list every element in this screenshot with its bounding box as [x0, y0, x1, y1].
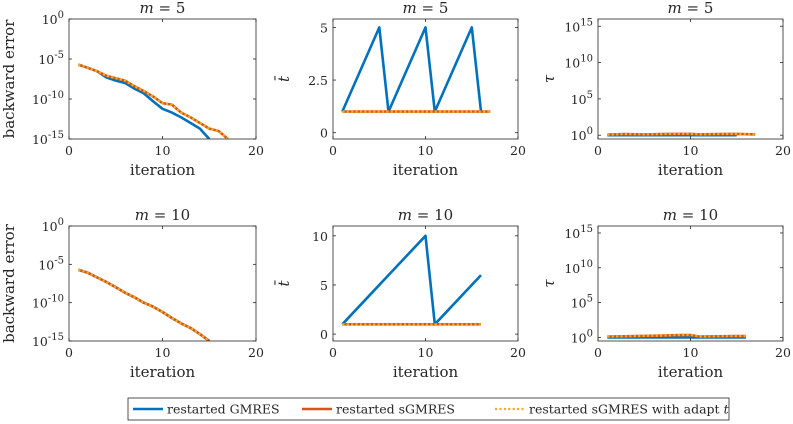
x-axis-label: iteration [658, 161, 724, 179]
x-axis-label: iteration [658, 363, 724, 381]
series-line-1 [341, 234, 482, 326]
x-tick-label: 10 [683, 143, 699, 158]
x-tick-label: 10 [418, 345, 434, 360]
y-axis-label: t̄ [275, 75, 293, 82]
axes-box [597, 18, 784, 140]
y-tick-label: 105 [571, 294, 593, 311]
axes-box [597, 225, 784, 342]
x-axis-label: iteration [393, 161, 459, 179]
plot-area [607, 132, 756, 137]
chart-title: m = 5 [668, 0, 714, 17]
legend: restarted GMRES restarted sGMRES restarted… [127, 397, 730, 421]
y-tick-label: 2.5 [308, 73, 328, 88]
y-tick-label: 0 [320, 327, 328, 342]
plot-area [341, 26, 491, 113]
series-line-1 [77, 63, 211, 139]
chart-title: m = 10 [135, 206, 190, 224]
series-line-1 [77, 268, 211, 341]
x-tick-label: 10 [683, 345, 699, 360]
chart-title: m = 10 [663, 206, 718, 224]
x-tick-label: 20 [775, 345, 791, 360]
x-tick-label: 10 [155, 143, 171, 158]
series-line-1 [341, 26, 483, 113]
y-tick-label: 1015 [564, 17, 593, 34]
plot-area [77, 268, 211, 341]
x-tick-label: 20 [248, 143, 264, 158]
y-tick-label: 100 [42, 217, 64, 234]
chart-panel-1: 0 10 20 100 10-5 10-10 10-15 m = 5 iteration back… [0, 0, 264, 179]
series-line-3 [607, 333, 746, 338]
y-axis-label: t̄ [275, 280, 293, 287]
legend-label-3: restarted sGMRES with adapt t [529, 402, 730, 417]
axes-box [68, 225, 257, 342]
x-tick-label: 10 [418, 143, 434, 158]
y-tick-label: 10-5 [38, 255, 64, 272]
y-axis-label: backward error [0, 19, 18, 139]
y-axis-label: τ [540, 74, 558, 83]
x-tick-label: 10 [155, 345, 171, 360]
chart-title: m = 5 [403, 0, 449, 17]
y-axis-label: τ [540, 279, 558, 288]
chart-title: m = 5 [140, 0, 186, 17]
y-tick-label: 1010 [564, 54, 593, 71]
x-tick-label: 0 [65, 143, 73, 158]
chart-title: m = 10 [398, 206, 453, 224]
chart-panel-3: 0 10 20 100 105 1010 1015 m = 5 iteration τ [540, 0, 791, 179]
plot-area [77, 63, 229, 139]
chart-panel-4: 0 10 20 100 10-5 10-10 10-15 m = 10 iteration bac… [0, 206, 264, 381]
x-tick-label: 20 [775, 143, 791, 158]
legend-label-2: restarted sGMRES [336, 402, 455, 417]
x-tick-label: 0 [594, 143, 602, 158]
x-tick-label: 0 [329, 143, 337, 158]
y-tick-label: 100 [571, 126, 593, 143]
chart-panel-2: 0 10 20 0 2.5 5 m = 5 iteration t̄ [275, 0, 526, 179]
chart-panel-6: 0 10 20 100 105 1010 1015 m = 10 iteration τ [540, 206, 791, 381]
x-tick-label: 0 [65, 345, 73, 360]
plot-area [341, 234, 482, 326]
x-tick-label: 0 [329, 345, 337, 360]
y-tick-label: 10-5 [38, 50, 64, 67]
y-tick-label: 100 [571, 328, 593, 345]
y-tick-label: 0 [320, 126, 328, 141]
x-tick-label: 20 [510, 143, 526, 158]
x-tick-label: 20 [510, 345, 526, 360]
axes-box [68, 18, 257, 140]
y-tick-label: 1010 [564, 259, 593, 276]
y-tick-label: 10 [312, 229, 328, 244]
plot-area [607, 333, 746, 339]
y-axis-label: backward error [0, 223, 18, 343]
x-axis-label: iteration [393, 363, 459, 381]
series-line-2 [77, 268, 211, 341]
chart-panel-5: 0 10 20 0 5 10 m = 10 iteration t̄ [275, 206, 526, 381]
legend-label-1: restarted GMRES [167, 402, 280, 417]
series-line-3 [607, 132, 756, 136]
y-tick-label: 5 [320, 278, 328, 293]
y-tick-label: 5 [320, 20, 328, 35]
legend-box [127, 397, 730, 421]
series-line-3 [77, 268, 210, 341]
series-line-3 [77, 63, 229, 139]
y-tick-label: 10-10 [32, 294, 64, 311]
x-tick-label: 20 [248, 345, 264, 360]
y-tick-label: 10-15 [32, 332, 64, 349]
y-tick-label: 1015 [564, 224, 593, 241]
y-tick-label: 105 [571, 90, 593, 107]
series-line-2 [607, 333, 746, 338]
x-axis-label: iteration [130, 363, 196, 381]
y-tick-label: 100 [42, 10, 64, 27]
x-tick-label: 0 [594, 345, 602, 360]
x-axis-label: iteration [130, 161, 196, 179]
y-tick-label: 10-10 [32, 90, 64, 107]
y-tick-label: 10-15 [32, 130, 64, 147]
